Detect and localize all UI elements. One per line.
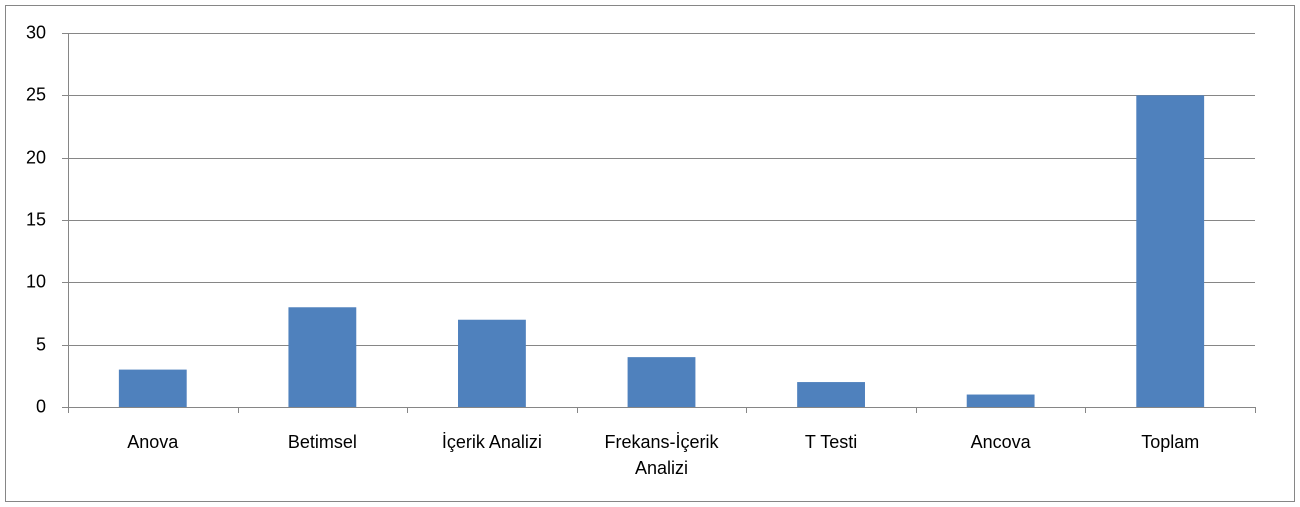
x-tick-label: Anova [127, 432, 179, 452]
y-tick-label: 30 [26, 22, 46, 42]
bar [627, 357, 696, 407]
x-tick-label: Frekans-İçerik Analizi [604, 432, 719, 478]
y-tick-label: 15 [26, 209, 46, 229]
x-tick-label: İçerik Analizi [441, 432, 542, 452]
bar [288, 307, 357, 407]
bar [966, 394, 1035, 407]
x-tick-label: Betimsel [287, 432, 357, 452]
y-tick-label: 10 [26, 271, 46, 291]
x-tick-label: T Testi [804, 432, 858, 452]
x-tick-label: Ancova [970, 432, 1031, 452]
y-tick-label: 0 [36, 396, 46, 416]
chart-border [5, 5, 1295, 502]
y-tick-label: 25 [26, 84, 46, 104]
y-tick-label: 5 [36, 334, 46, 354]
bar [118, 369, 187, 407]
bar [458, 319, 526, 407]
bar [1136, 95, 1205, 407]
y-tick-label: 20 [26, 147, 46, 167]
x-tick-label: Toplam [1141, 432, 1200, 452]
bar [797, 382, 865, 407]
